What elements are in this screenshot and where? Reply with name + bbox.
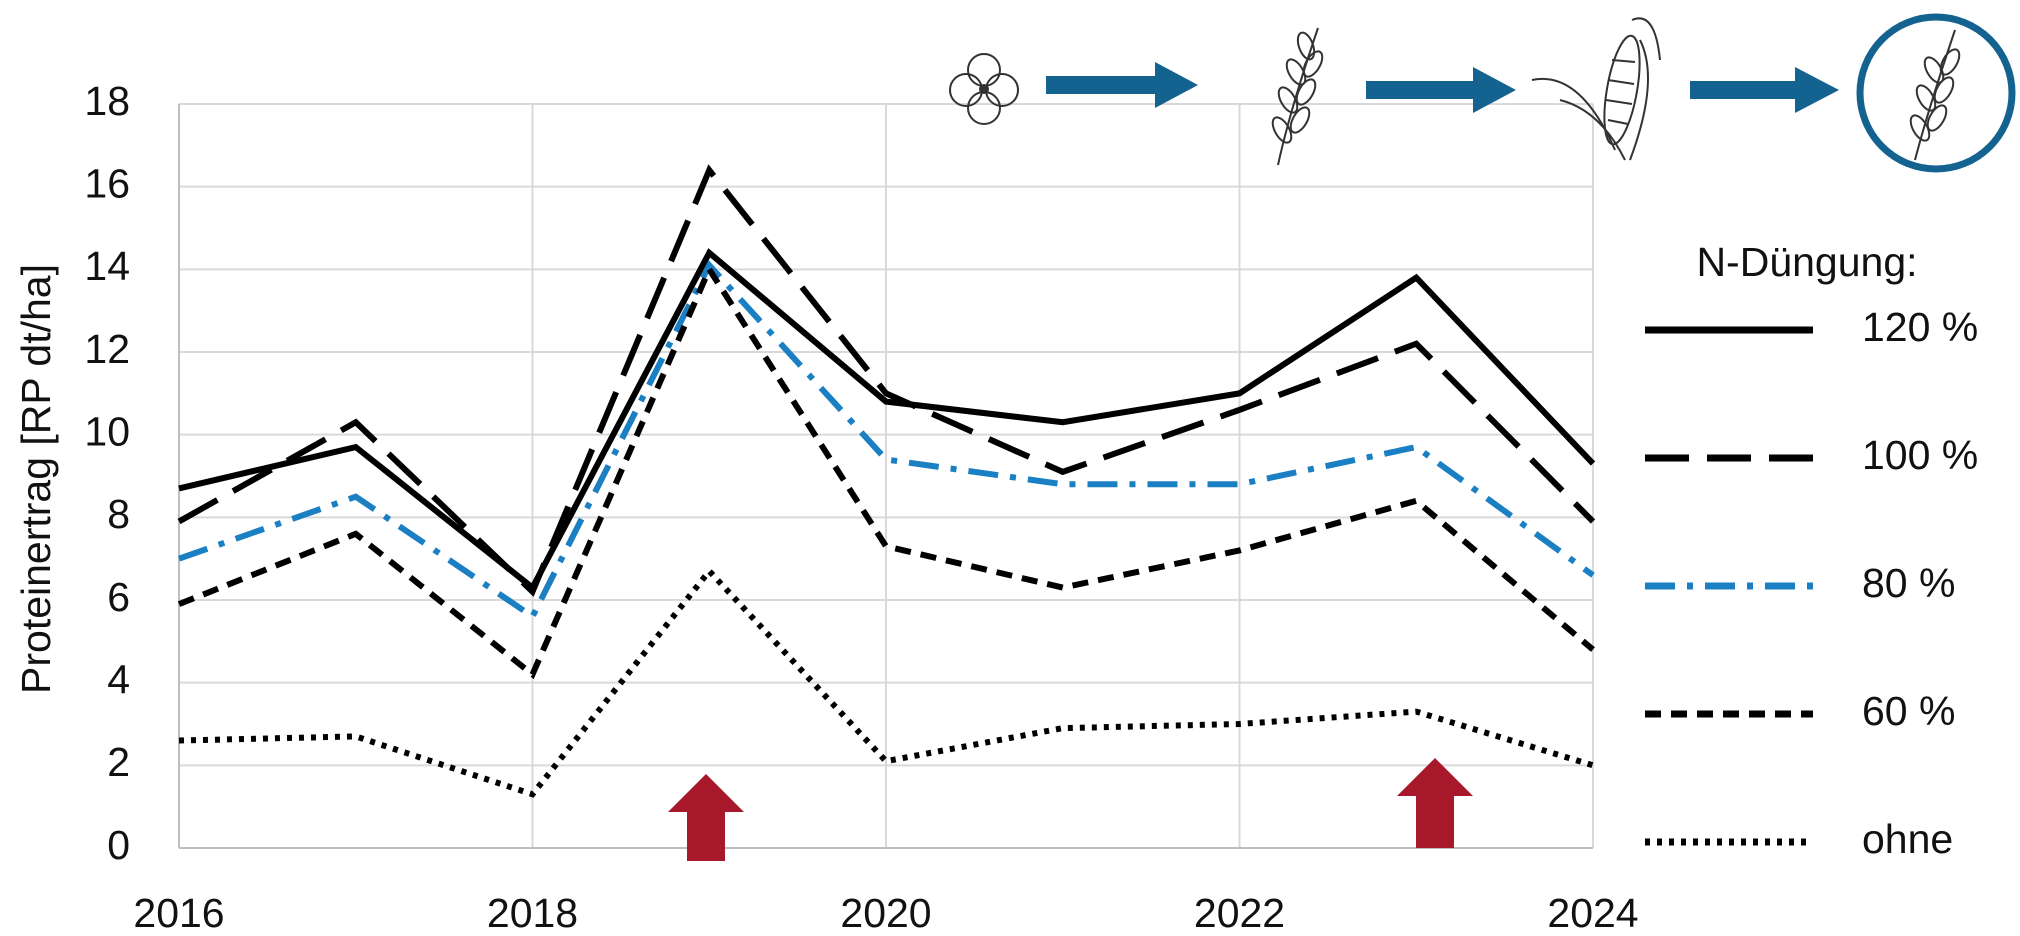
y-tick-label: 12 [84, 326, 130, 372]
rapeseed-icon [949, 53, 1019, 125]
wheat-icon [1909, 29, 1961, 161]
legend-label: ohne [1862, 816, 1953, 862]
marker-arrow [668, 774, 744, 861]
legend-label: 60 % [1862, 688, 1955, 734]
crop-rotation [949, 13, 2016, 173]
x-tick-label: 2020 [840, 890, 931, 936]
x-tick-label: 2018 [487, 890, 578, 936]
arrow-head [1795, 67, 1839, 113]
y-tick-label: 14 [84, 243, 130, 289]
legend-label: 120 % [1862, 304, 1978, 350]
y-tick-label: 6 [107, 574, 130, 620]
y-tick-label: 10 [84, 408, 130, 454]
arrow-head [1155, 62, 1198, 108]
y-tick-label: 0 [107, 822, 130, 868]
y-tick-label: 18 [84, 78, 130, 124]
legend-title: N-Düngung: [1696, 239, 1917, 285]
series-line [178, 248, 1596, 593]
x-tick-label: 2022 [1194, 890, 1285, 936]
x-tick-label: 2016 [133, 890, 224, 936]
x-tick-label: 2024 [1547, 890, 1638, 936]
y-tick-label: 16 [84, 160, 130, 206]
y-tick-label: 2 [107, 739, 130, 785]
series-line [178, 566, 1594, 798]
legend-label: 100 % [1862, 432, 1978, 478]
wheat-icon [1271, 27, 1324, 166]
arrow-head [1473, 67, 1516, 113]
y-axis-label: Proteinertrag [RP dt/ha] [13, 264, 59, 694]
series-line [177, 262, 1595, 680]
y-tick-label: 8 [107, 491, 130, 537]
series-line [178, 259, 1595, 621]
series-line [177, 164, 1596, 597]
y-tick-label: 4 [107, 656, 130, 702]
marker-arrow [1397, 758, 1473, 848]
highlight-circle [1856, 13, 2016, 173]
corn-icon [1531, 17, 1661, 161]
legend-label: 80 % [1862, 560, 1955, 606]
